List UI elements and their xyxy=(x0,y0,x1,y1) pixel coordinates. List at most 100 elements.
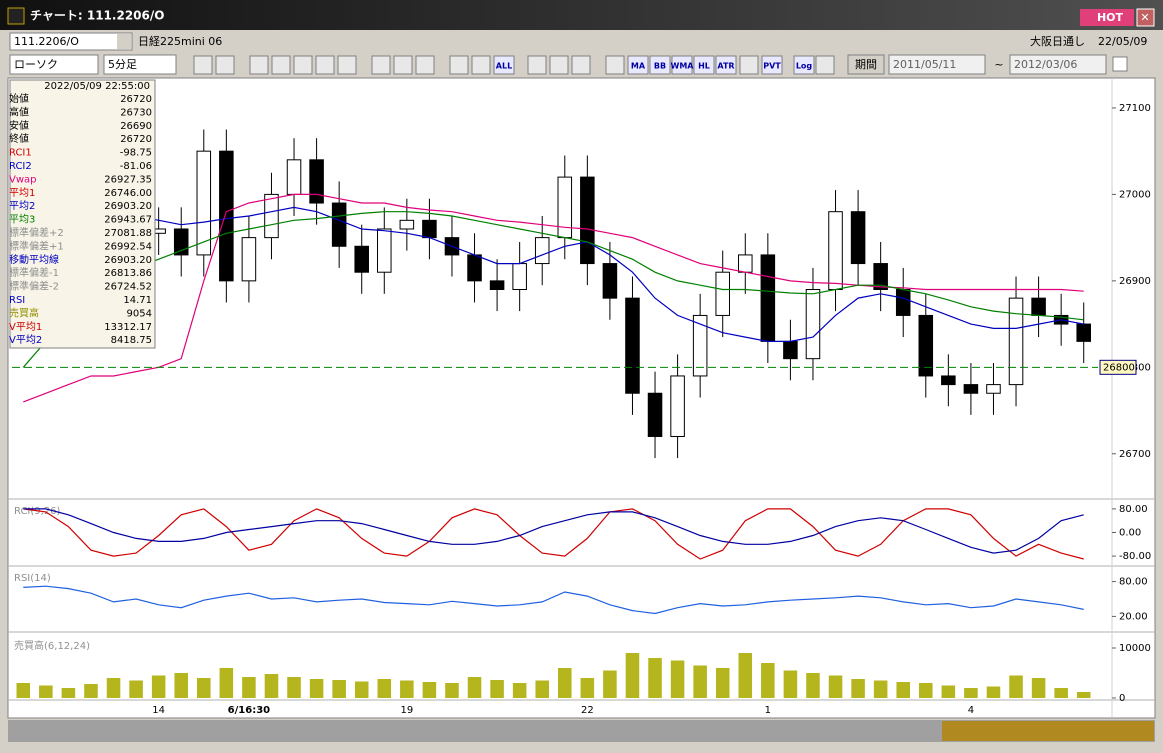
series-line xyxy=(23,585,1084,615)
tool-button-label[interactable]: Log xyxy=(796,62,813,71)
symbol-combo[interactable] xyxy=(9,32,133,51)
candle-body xyxy=(828,211,843,290)
close-icon[interactable]: ✕ xyxy=(1140,11,1149,24)
info-label: RSI xyxy=(9,295,25,306)
tool-button-label[interactable]: MA xyxy=(631,62,646,71)
volume-bar xyxy=(174,673,188,698)
tool-icon[interactable] xyxy=(271,55,291,75)
volume-bar xyxy=(354,681,369,698)
volume-bar xyxy=(873,680,888,698)
volume-bar xyxy=(648,658,662,698)
volume-bar xyxy=(197,678,211,698)
period-button[interactable] xyxy=(847,54,885,75)
interval-combo[interactable] xyxy=(103,54,177,75)
tool-button-label[interactable]: ALL xyxy=(496,62,512,71)
tilde: ~ xyxy=(994,58,1003,71)
scroll-thumb[interactable] xyxy=(942,721,1154,741)
candle-body xyxy=(783,340,798,360)
volume-bar xyxy=(151,675,166,698)
volume-bar xyxy=(242,677,256,698)
tool-button[interactable] xyxy=(627,55,649,75)
kind-combo[interactable] xyxy=(9,54,99,75)
tool-icon[interactable] xyxy=(815,55,835,75)
y-tick-label: 20.00 xyxy=(1119,611,1148,622)
candle-body xyxy=(986,384,1001,394)
last-price-box xyxy=(1099,359,1137,375)
tool-icon[interactable] xyxy=(371,55,391,75)
volume-bar xyxy=(535,680,549,698)
volume-bar xyxy=(512,683,527,698)
tool-icon[interactable] xyxy=(393,55,413,75)
hot-label[interactable]: HOT xyxy=(1097,11,1124,24)
volume-bar xyxy=(445,683,459,698)
chart-area xyxy=(7,77,1156,719)
tool-button[interactable] xyxy=(761,55,783,75)
tool-icon[interactable] xyxy=(605,55,625,75)
tool-icon[interactable] xyxy=(315,55,335,75)
tool-icon[interactable] xyxy=(449,55,469,75)
from-date: 2011/05/11 xyxy=(893,58,956,71)
tool-button-label[interactable]: ATR xyxy=(717,62,734,71)
volume-bar xyxy=(422,682,437,698)
candle-body xyxy=(534,237,550,265)
candle-body xyxy=(918,314,934,377)
info-label: RCI1 xyxy=(9,148,32,159)
info-label: 標準偏差-1 xyxy=(9,266,59,279)
scrollbar[interactable] xyxy=(8,720,1155,742)
info-value: 26903.20 xyxy=(104,201,152,212)
volume-bar xyxy=(941,685,956,698)
tool-button-label[interactable]: WMA xyxy=(671,62,695,71)
tool-icon[interactable] xyxy=(337,55,357,75)
tool-icon[interactable] xyxy=(527,55,547,75)
volume-bar xyxy=(828,675,843,698)
series-line xyxy=(23,193,1084,403)
volume-bar xyxy=(16,683,31,698)
tool-button-label[interactable]: HL xyxy=(698,62,710,71)
info-label: 安値 xyxy=(9,119,29,132)
tool-button[interactable] xyxy=(715,55,737,75)
tool-icon[interactable] xyxy=(739,55,759,75)
candle-body xyxy=(377,228,392,273)
info-value: 26746.00 xyxy=(104,188,152,199)
tool-button[interactable] xyxy=(671,55,693,75)
info-label: Vwap xyxy=(9,174,37,185)
volume-bar xyxy=(1054,688,1068,698)
volume-bar xyxy=(603,670,617,698)
volume-bar xyxy=(129,680,143,698)
tool-button[interactable] xyxy=(693,55,715,75)
tool-icon[interactable] xyxy=(193,55,213,75)
volume-bar xyxy=(670,660,685,698)
tool-icon[interactable] xyxy=(415,55,435,75)
y-tick-label: 26700 xyxy=(1119,449,1151,460)
info-label: 始値 xyxy=(9,92,29,105)
tool-icon[interactable] xyxy=(471,55,491,75)
volume-bar xyxy=(558,668,572,698)
close-button[interactable] xyxy=(1136,8,1155,27)
panel-title: RCI(9,26) xyxy=(14,506,61,517)
candle-body xyxy=(219,150,234,282)
tool-button[interactable] xyxy=(649,55,671,75)
hot-button[interactable] xyxy=(1080,9,1134,26)
tool-button[interactable] xyxy=(493,55,515,75)
info-value: -98.75 xyxy=(120,148,152,159)
candle-body xyxy=(399,219,415,230)
info-value: 9054 xyxy=(127,308,152,319)
tool-icon[interactable] xyxy=(571,55,591,75)
volume-bar xyxy=(580,678,595,698)
tool-button[interactable] xyxy=(793,55,815,75)
tool-button-label[interactable]: BB xyxy=(654,62,666,71)
tool-icon[interactable] xyxy=(549,55,569,75)
tool-button-label[interactable]: PVT xyxy=(763,62,781,71)
candle-body xyxy=(196,150,212,256)
info-label: 移動平均線 xyxy=(9,253,59,266)
period[interactable]: 期間 xyxy=(855,58,877,71)
from-box[interactable] xyxy=(888,54,986,75)
combo-arrow[interactable] xyxy=(117,34,131,49)
to-box[interactable] xyxy=(1009,54,1107,75)
tool-icon[interactable] xyxy=(293,55,313,75)
y-tick-label: 80.00 xyxy=(1119,504,1148,515)
tool-icon[interactable] xyxy=(215,55,235,75)
tool-icon[interactable] xyxy=(249,55,269,75)
volume-bar xyxy=(39,685,53,698)
checkbox[interactable] xyxy=(1112,56,1128,72)
